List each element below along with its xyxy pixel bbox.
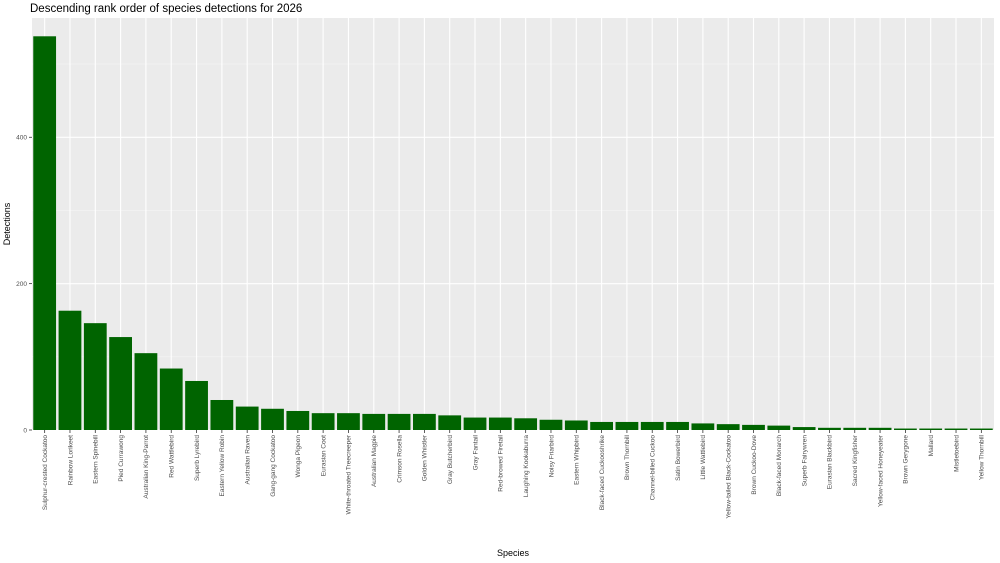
x-tick-label: Rainbow Lorikeet [67, 435, 74, 485]
x-tick-label: Superb Fairywren [801, 435, 808, 487]
bar [919, 428, 943, 430]
x-tick-label: Brown Thornbill [624, 434, 631, 480]
bar [134, 353, 158, 430]
x-tick-label: Laughing Kookaburra [523, 435, 530, 498]
bar [767, 425, 791, 430]
x-tick-label: Eastern Spinebill [93, 434, 100, 483]
minor-gridlines [32, 63, 994, 358]
bar [362, 413, 386, 430]
x-tick-label: Red Wattlebird [169, 435, 176, 478]
bar [488, 417, 512, 430]
bar [894, 428, 917, 430]
x-tick-label: Pied Currawong [118, 435, 125, 482]
chart-title: Descending rank order of species detecti… [30, 3, 302, 15]
x-tick-label: Red-browed Firetail [498, 434, 505, 491]
bar [843, 427, 867, 430]
bar [615, 421, 639, 430]
bar [590, 421, 613, 430]
x-tick-label: Black-faced Monarch [776, 435, 783, 496]
bar [868, 427, 892, 430]
bar [210, 399, 234, 430]
x-tick-label: Yellow-faced Honeyeater [877, 434, 884, 507]
x-tick-label: Satin Bowerbird [675, 435, 682, 481]
bar [235, 406, 259, 430]
bar [438, 415, 462, 430]
x-tick-label: Golden Whistler [422, 434, 429, 481]
x-axis-title: Species [497, 548, 530, 558]
x-tick-label: Gang-gang Cockatoo [270, 435, 277, 497]
x-tick-label: Wonga Pigeon [295, 435, 302, 478]
x-tick-label: Gray Fantail [472, 434, 479, 470]
bar [969, 428, 993, 430]
x-tick-label: Channel-billed Cuckoo [650, 435, 657, 501]
bar [387, 413, 411, 430]
x-tick-label: Noisy Friarbird [548, 435, 555, 478]
plot-panel [32, 18, 994, 430]
bar [691, 423, 715, 430]
bar [640, 421, 664, 430]
x-axis: Sulphur-crested Cockatoo Rainbow Lorikeet… [42, 430, 986, 519]
y-axis: 0 200 400 [16, 135, 32, 434]
bar [564, 420, 588, 430]
x-tick-label: Crimson Rosella [396, 435, 403, 483]
y-tick-label: 200 [16, 281, 27, 288]
bar [109, 337, 132, 430]
x-tick-label: Australian Raven [244, 435, 251, 485]
x-tick-label: Little Wattlebird [700, 435, 707, 480]
bar [792, 427, 816, 430]
bar [818, 427, 841, 430]
x-tick-label: Australian King-Parrot [143, 435, 150, 499]
bar [944, 428, 968, 430]
bar [159, 368, 183, 430]
y-axis-title: Detections [2, 202, 12, 245]
bar [337, 413, 360, 430]
bar [514, 418, 538, 430]
bar [539, 419, 563, 430]
x-tick-label: Brown Cuckoo-Dove [751, 435, 758, 495]
y-tick-label: 0 [23, 427, 27, 434]
x-tick-label: Sacred Kingfisher [852, 434, 859, 486]
x-tick-label: Yellow Thornbill [979, 434, 986, 480]
bar [311, 413, 335, 430]
bar [83, 323, 107, 430]
bar [716, 424, 740, 430]
x-tick-label: Brown Gerygone [903, 435, 910, 484]
x-tick-label: Gray Butcherbird [447, 435, 454, 485]
x-tick-label: White-throated Treecreeper [346, 434, 353, 514]
x-tick-label: Mallard [928, 435, 935, 457]
bar [58, 310, 82, 430]
x-tick-label: Eastern Yellow Robin [219, 435, 226, 497]
x-tick-label: Yellow-tailed Black-Cockatoo [725, 435, 732, 519]
x-tick-label: Superb Lyrebird [194, 435, 201, 481]
bar [286, 410, 310, 430]
bar [33, 36, 57, 430]
y-tick-label: 400 [16, 135, 27, 142]
bar [742, 424, 765, 430]
x-tick-label: Black-faced Cuckooshrike [599, 435, 606, 511]
x-tick-label: Eurasian Blackbird [827, 435, 834, 490]
bar [463, 417, 487, 430]
x-tick-label: Australian Magpie [371, 435, 378, 487]
x-tick-label: Sulphur-crested Cockatoo [42, 435, 49, 511]
bar [413, 413, 436, 430]
bar [185, 380, 208, 430]
x-tick-label: Mistletoebird [953, 435, 960, 472]
bar [261, 408, 284, 430]
bars [33, 36, 993, 430]
major-gridlines [32, 18, 994, 431]
x-tick-label: Eastern Whipbird [574, 435, 581, 485]
x-tick-label: Eurasian Coot [320, 435, 327, 476]
bar [666, 421, 689, 430]
